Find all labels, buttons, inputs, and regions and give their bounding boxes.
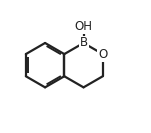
Text: B: B: [79, 36, 88, 49]
Text: O: O: [98, 48, 107, 61]
Text: OH: OH: [75, 20, 93, 33]
